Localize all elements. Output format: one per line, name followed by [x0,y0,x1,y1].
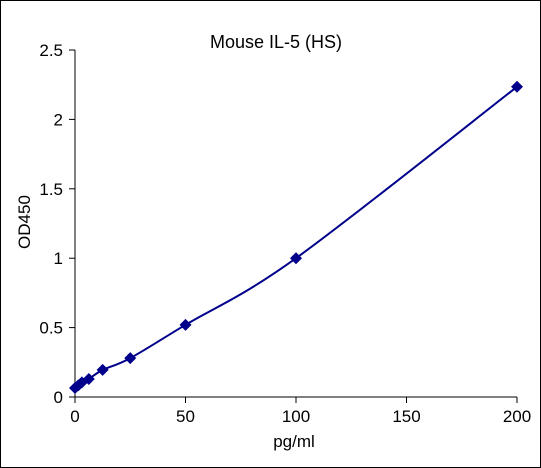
data-point [290,252,302,265]
x-axis-label: pg/ml [273,432,315,451]
y-tick-label: 2 [54,110,63,129]
x-tick-label: 200 [503,407,531,426]
x-tick-label: 50 [176,407,195,426]
data-point [96,363,109,376]
data-point [179,318,192,331]
data-markers [69,80,523,394]
x-tick-label: 0 [70,407,79,426]
data-point [124,352,137,365]
y-tick-label: 1.5 [39,180,63,199]
chart-title: Mouse IL-5 (HS) [210,32,342,52]
data-point [82,372,95,385]
y-axis-label: OD450 [15,195,34,249]
fit-curve [74,85,518,389]
tick-labels: 0 0.5 1 1.5 2 2.5 0 50 100 150 200 [39,41,531,426]
y-tick-label: 2.5 [39,41,63,60]
x-tick-label: 100 [282,407,310,426]
axes [69,49,518,403]
y-tick-label: 0.5 [39,319,63,338]
x-tick-label: 150 [392,407,420,426]
y-tick-label: 1 [54,249,63,268]
y-tick-label: 0 [54,388,63,407]
data-point [511,80,523,93]
